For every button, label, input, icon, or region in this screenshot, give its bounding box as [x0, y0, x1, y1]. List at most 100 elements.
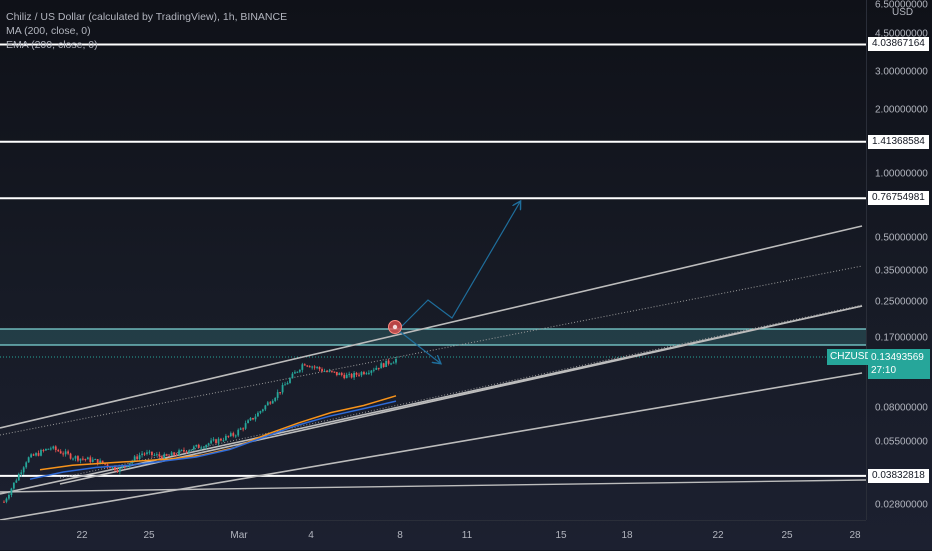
candle [286, 381, 289, 385]
candle [227, 435, 230, 439]
candle-body [188, 450, 190, 453]
candle-body [8, 494, 10, 499]
candle [234, 434, 237, 439]
projection-path-up[interactable] [397, 202, 520, 331]
candle-body [387, 360, 390, 364]
candle-body [183, 449, 185, 452]
candle-body [215, 439, 217, 444]
candle [62, 451, 65, 457]
candle-body [91, 459, 94, 462]
candle-body [25, 462, 28, 468]
candle-body [81, 458, 84, 460]
resistance-zone[interactable] [0, 329, 866, 345]
candle-body [158, 454, 161, 457]
candle-body [42, 450, 45, 452]
candle-body [178, 450, 180, 455]
current-price-tag: 0.13493569 27:10 [868, 349, 930, 379]
candle-body [261, 409, 264, 412]
candle [367, 370, 370, 375]
candle [12, 482, 15, 490]
candle [259, 410, 262, 415]
candle [96, 458, 99, 466]
candle [363, 370, 365, 376]
price-tick-label: 4.50000000 [875, 28, 928, 40]
candle [15, 478, 18, 484]
candle [264, 404, 267, 412]
ma-indicator-label[interactable]: MA (200, close, 0) [6, 25, 91, 37]
candle [192, 445, 195, 452]
candle [45, 448, 47, 451]
candle [185, 450, 188, 454]
candle [350, 373, 353, 379]
candle [64, 448, 67, 457]
candle [40, 448, 42, 457]
candle [242, 427, 245, 432]
symbol-title[interactable]: Chiliz / US Dollar (calculated by Tradin… [6, 11, 288, 23]
projection-path-down[interactable] [397, 329, 440, 363]
candle [94, 458, 97, 461]
candle-body [32, 454, 35, 456]
price-tick-label: 0.17000000 [875, 332, 928, 344]
trendline[interactable] [0, 479, 866, 493]
candle [274, 397, 277, 403]
candle-body [291, 373, 294, 379]
candle [32, 453, 35, 456]
candle [385, 360, 388, 368]
candle-body [350, 373, 353, 378]
candle [252, 417, 254, 421]
candle-body [298, 369, 301, 372]
candle-body [192, 446, 195, 450]
candle [54, 445, 57, 453]
candle-body [220, 438, 222, 441]
price-scale[interactable]: 6.50000000 4.50000000 3.00000000 2.00000000… [866, 0, 932, 520]
candle-body [232, 433, 235, 436]
candle-body [335, 371, 338, 376]
candle [200, 445, 203, 451]
candle [254, 413, 257, 422]
candle-body [89, 457, 92, 462]
candle [222, 437, 225, 443]
candle [49, 446, 52, 451]
rejection-marker-core [392, 324, 398, 330]
candle-body [30, 454, 33, 458]
candle-body [306, 365, 309, 367]
candle [289, 377, 291, 384]
candle-body [370, 370, 373, 373]
candle [355, 371, 358, 377]
candle-body [212, 439, 215, 441]
price-chart[interactable] [0, 0, 866, 520]
time-scale[interactable]: 22 25 Mar 4 8 11 15 18 22 25 28 [0, 520, 866, 551]
candle-body [173, 452, 176, 455]
candle [365, 371, 368, 375]
candle-body [257, 412, 259, 417]
level-price-tag: 0.03832818 [868, 468, 929, 483]
ema-indicator-label[interactable]: EMA (200, close, 0) [6, 39, 98, 51]
price-tick-label: 0.05500000 [875, 436, 928, 448]
candle [136, 453, 139, 461]
candle [188, 449, 190, 454]
candle-body [99, 460, 102, 464]
candle [155, 452, 158, 457]
trendline[interactable] [0, 372, 863, 520]
candle-body [271, 400, 274, 404]
candle-body [94, 459, 97, 461]
candle [301, 362, 304, 373]
candle [333, 371, 336, 374]
candle-body [367, 372, 370, 374]
candle [59, 449, 62, 454]
trendline-dotted[interactable] [0, 265, 863, 436]
trendline[interactable] [0, 225, 863, 429]
candle-body [197, 444, 200, 448]
candle-body [365, 373, 368, 375]
trendline[interactable] [0, 305, 863, 495]
candle [229, 431, 232, 438]
candle [168, 454, 171, 457]
candle-body [27, 457, 30, 463]
candle [91, 457, 94, 463]
candle-body [229, 433, 232, 437]
candle [249, 417, 252, 422]
time-tick-label: 22 [712, 530, 724, 541]
candle [303, 363, 306, 366]
candle-body [355, 372, 358, 375]
